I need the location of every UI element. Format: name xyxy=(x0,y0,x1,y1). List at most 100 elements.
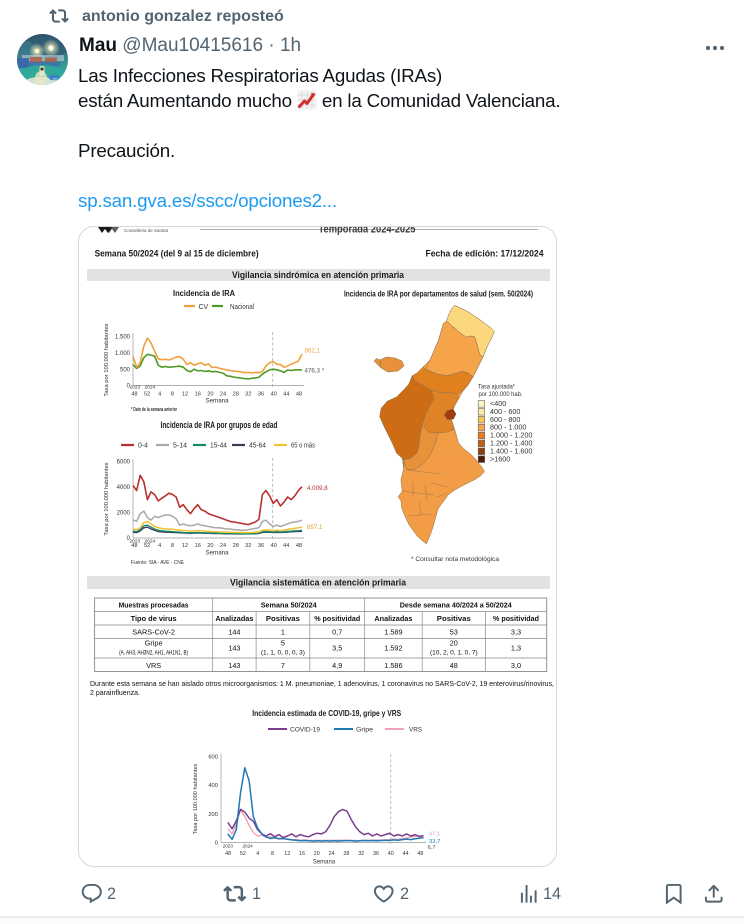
svg-text:8: 8 xyxy=(171,543,174,549)
svg-text:Muestras procesadas: Muestras procesadas xyxy=(119,601,189,610)
svg-text:Nacional: Nacional xyxy=(230,304,254,311)
svg-text:143: 143 xyxy=(228,644,240,653)
svg-text:52: 52 xyxy=(144,543,150,549)
svg-text:1.000 - 1.200: 1.000 - 1.200 xyxy=(490,431,532,440)
svg-text:Positivas: Positivas xyxy=(266,614,300,623)
svg-text:Tasa por 100.000 habitantes: Tasa por 100.000 habitantes xyxy=(193,764,199,835)
svg-text:4: 4 xyxy=(158,392,161,398)
svg-text:24: 24 xyxy=(220,392,226,398)
svg-text:12: 12 xyxy=(182,392,188,398)
svg-text:44: 44 xyxy=(403,851,409,857)
svg-text:3,5: 3,5 xyxy=(332,644,342,653)
svg-text:Semana 50/2024: Semana 50/2024 xyxy=(261,601,318,610)
svg-text:48: 48 xyxy=(417,851,423,857)
svg-text:2024: 2024 xyxy=(145,539,156,545)
svg-text:28: 28 xyxy=(233,392,239,398)
svg-text:Fuente: SIA - AVE - CNE: Fuente: SIA - AVE - CNE xyxy=(131,560,184,566)
svg-text:(A, AH3, AH3N2, AH1, AH1N1, B): (A, AH3, AH3N2, AH1, AH1N1, B) xyxy=(119,651,188,657)
svg-text:CV: CV xyxy=(199,304,209,311)
svg-text:65 o más: 65 o más xyxy=(291,442,315,449)
svg-text:Tasa por 100.000 habitantes: Tasa por 100.000 habitantes xyxy=(104,323,110,396)
svg-text:6,7: 6,7 xyxy=(428,845,436,851)
svg-text:28: 28 xyxy=(233,543,239,549)
svg-text:2023: 2023 xyxy=(130,539,141,545)
svg-text:Incidencia de IRA: Incidencia de IRA xyxy=(173,289,235,298)
svg-text:VRS: VRS xyxy=(409,726,423,733)
svg-text:Analizadas: Analizadas xyxy=(374,614,412,623)
svg-text:0: 0 xyxy=(215,841,218,847)
svg-text:32: 32 xyxy=(245,392,251,398)
svg-text:1.200 - 1.400: 1.200 - 1.400 xyxy=(490,439,532,448)
svg-text:400: 400 xyxy=(208,783,218,789)
svg-text:16: 16 xyxy=(299,851,305,857)
svg-text:4: 4 xyxy=(158,543,161,549)
svg-text:2023: 2023 xyxy=(223,844,234,849)
svg-text:20: 20 xyxy=(314,851,320,857)
svg-text:36: 36 xyxy=(373,851,379,857)
svg-text:por 100.000 hab.: por 100.000 hab. xyxy=(479,391,523,398)
svg-text:15-44: 15-44 xyxy=(210,442,227,449)
svg-text:40: 40 xyxy=(271,392,277,398)
svg-text:5: 5 xyxy=(281,639,285,648)
svg-text:36: 36 xyxy=(258,392,264,398)
svg-text:44: 44 xyxy=(283,392,289,398)
svg-text:ww: ww xyxy=(53,77,58,81)
svg-text:800 - 1.000: 800 - 1.000 xyxy=(490,423,526,432)
svg-text:Fecha de edición: 17/12/2024: Fecha de edición: 17/12/2024 xyxy=(426,249,545,260)
svg-text:(10, 2, 0, 1, 0, 7): (10, 2, 0, 1, 0, 7) xyxy=(430,650,478,657)
svg-text:44: 44 xyxy=(283,543,289,549)
svg-text:Incidencia estimada de COVID-1: Incidencia estimada de COVID-19, gripe y… xyxy=(252,709,402,718)
svg-text:200: 200 xyxy=(208,812,218,818)
svg-text:1.000: 1.000 xyxy=(115,351,131,357)
svg-text:3,3: 3,3 xyxy=(511,628,521,637)
svg-text:857,1: 857,1 xyxy=(307,524,323,531)
svg-text:Gripe: Gripe xyxy=(145,639,163,648)
svg-text:6000: 6000 xyxy=(117,459,131,465)
svg-text:52: 52 xyxy=(240,851,246,857)
svg-text:SARS-CoV-2: SARS-CoV-2 xyxy=(132,628,175,637)
svg-text:48: 48 xyxy=(131,543,137,549)
svg-text:52: 52 xyxy=(144,392,150,398)
svg-text:0: 0 xyxy=(127,536,131,542)
svg-text:0-4: 0-4 xyxy=(138,442,148,449)
svg-text:3,0: 3,0 xyxy=(511,661,521,670)
svg-text:Gripe: Gripe xyxy=(356,726,373,733)
svg-text:1.592: 1.592 xyxy=(384,644,402,653)
svg-text:* Dato de la semana anterior: * Dato de la semana anterior xyxy=(131,407,177,413)
svg-text:1.500: 1.500 xyxy=(115,335,131,341)
svg-text:40: 40 xyxy=(271,543,277,549)
svg-text:28: 28 xyxy=(343,851,349,857)
svg-text:2000: 2000 xyxy=(117,511,131,517)
svg-text:5-14: 5-14 xyxy=(173,442,187,449)
svg-text:Incidencia de IRA por grupos d: Incidencia de IRA por grupos de edad xyxy=(161,420,278,431)
svg-text:Incidencia de IRA por departam: Incidencia de IRA por departamentos de s… xyxy=(344,289,533,298)
svg-text:48: 48 xyxy=(450,661,458,670)
svg-text:4000: 4000 xyxy=(117,485,131,491)
svg-text:24: 24 xyxy=(220,543,226,549)
svg-text:0,7: 0,7 xyxy=(332,628,342,637)
svg-text:2 parainfluenza.: 2 parainfluenza. xyxy=(90,688,140,697)
svg-text:2024: 2024 xyxy=(243,844,254,849)
svg-text:16: 16 xyxy=(195,392,201,398)
svg-text:7: 7 xyxy=(281,661,285,670)
svg-text:36: 36 xyxy=(258,543,264,549)
svg-text:8: 8 xyxy=(171,392,174,398)
svg-text:Tipo de virus: Tipo de virus xyxy=(131,614,177,623)
svg-text:33,7: 33,7 xyxy=(429,839,440,845)
svg-text:1.400 - 1.600: 1.400 - 1.600 xyxy=(490,446,532,455)
svg-text:% positividad: % positividad xyxy=(493,614,539,623)
svg-text:48: 48 xyxy=(225,851,231,857)
svg-text:600 - 800: 600 - 800 xyxy=(490,415,520,424)
svg-text:VRS: VRS xyxy=(146,661,161,670)
svg-text:Semana: Semana xyxy=(313,860,336,866)
svg-text:48: 48 xyxy=(296,392,302,398)
svg-text:* Consultar nota metodológica: * Consultar nota metodológica xyxy=(411,557,500,563)
svg-text:20: 20 xyxy=(450,639,458,648)
svg-text:4: 4 xyxy=(256,851,259,857)
svg-text:Temporada 2024-2025: Temporada 2024-2025 xyxy=(319,227,416,236)
svg-text:45-64: 45-64 xyxy=(249,442,266,449)
svg-text:Semana: Semana xyxy=(205,550,229,557)
svg-text:24: 24 xyxy=(329,851,335,857)
svg-text:Durante esta semana se han ais: Durante esta semana se han aislado otros… xyxy=(90,679,554,688)
svg-text:COVID-19: COVID-19 xyxy=(290,726,320,733)
